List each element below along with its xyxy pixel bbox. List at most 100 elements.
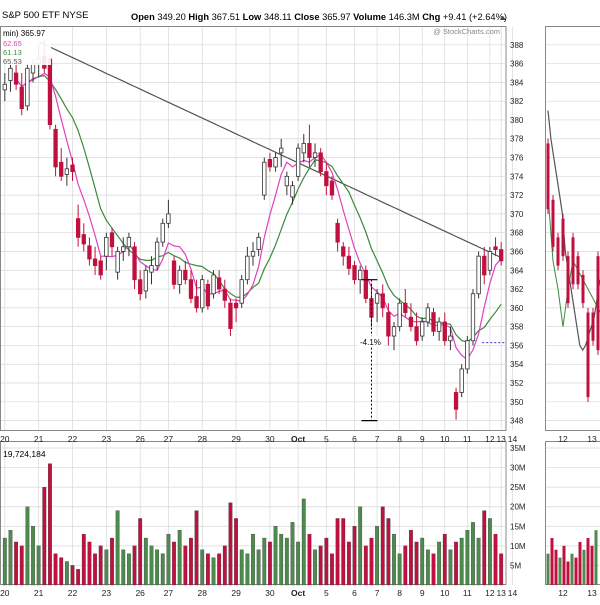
- candle-body: [432, 313, 435, 332]
- volume-time-tick-label: 22: [68, 588, 78, 598]
- volume-time-tick-label: 28: [198, 588, 208, 598]
- candle-body: [319, 153, 322, 172]
- volume-bar: [144, 538, 147, 585]
- volume-bar: [460, 538, 463, 585]
- volume-bar: [313, 550, 316, 585]
- volume-bar: [234, 518, 237, 585]
- candle-body: [54, 129, 57, 167]
- candle-body: [488, 251, 491, 270]
- right-candle-body: [582, 275, 585, 303]
- price-tick-label: 372: [510, 191, 524, 200]
- volume-bar: [268, 542, 271, 585]
- volume-time-tick-label: 30: [265, 588, 275, 598]
- candle-body: [116, 251, 119, 272]
- candle-body: [217, 278, 220, 289]
- candle-body: [184, 270, 187, 279]
- volume-bar: [138, 518, 141, 585]
- candle-body: [494, 247, 497, 250]
- volume-bar: [65, 562, 68, 585]
- volume-bar: [14, 542, 17, 585]
- volume-bar: [398, 554, 401, 585]
- candle-body: [155, 242, 158, 265]
- volume-bar: [392, 534, 395, 585]
- candle-body: [285, 176, 288, 185]
- volume-bar: [122, 550, 125, 585]
- time-tick-label: 22: [68, 434, 78, 444]
- volume-bar: [229, 503, 232, 585]
- volume-bar: [426, 550, 429, 585]
- candle-body: [420, 322, 423, 336]
- price-tick-label: 384: [510, 78, 524, 87]
- price-tick-label: 382: [510, 97, 524, 106]
- candle-body: [178, 270, 181, 284]
- volume-time-tick-label: 29: [231, 588, 241, 598]
- volume-bar: [161, 554, 164, 585]
- candle-body: [88, 246, 91, 259]
- volume-bar: [330, 554, 333, 585]
- volume-bar: [20, 546, 23, 585]
- volume-bar: [133, 546, 136, 585]
- price-tick-label: 354: [510, 360, 524, 369]
- candle-body: [195, 297, 198, 308]
- volume-bar: [325, 538, 328, 585]
- volume-bar: [274, 526, 277, 585]
- time-tick-label: 29: [231, 434, 241, 444]
- volume-bar: [381, 507, 384, 585]
- price-tick-label: 378: [510, 135, 524, 144]
- right-volume-bar: [555, 550, 558, 585]
- right-candle-body: [572, 237, 575, 284]
- price-tick-label: 380: [510, 116, 524, 125]
- time-tick-label: 9: [420, 434, 425, 444]
- volume-bar: [319, 546, 322, 585]
- right-candle-body: [597, 256, 600, 350]
- volume-bar: [364, 546, 367, 585]
- volume-time-tick-label: 7: [375, 588, 380, 598]
- volume-bar: [223, 546, 226, 585]
- price-tick-label: 374: [510, 172, 524, 181]
- candle-body: [93, 259, 96, 266]
- time-tick-label: 21: [34, 434, 44, 444]
- price-tick-label: 350: [510, 398, 524, 407]
- time-tick-label: 11: [463, 434, 472, 444]
- candle-body: [454, 392, 457, 409]
- volume-time-tick-label: 5: [324, 588, 329, 598]
- candle-body: [26, 68, 29, 106]
- volume-bar: [3, 538, 6, 585]
- time-tick-label: 30: [265, 434, 275, 444]
- volume-bar: [178, 530, 181, 585]
- time-tick-label: Oct: [291, 434, 305, 444]
- volume-bar: [246, 554, 249, 585]
- volume-bar: [150, 546, 153, 585]
- right-candle-body: [587, 313, 590, 398]
- volume-bar: [9, 530, 12, 585]
- volume-time-tick-label: 10: [440, 588, 450, 598]
- right-time-tick-label: 13: [587, 434, 597, 444]
- right-candle-body: [577, 256, 580, 284]
- candle-body: [223, 289, 226, 300]
- volume-bar: [93, 554, 96, 585]
- volume-tick-label: 25M: [510, 483, 526, 492]
- candle-body: [381, 294, 384, 308]
- candle-body: [105, 237, 108, 256]
- right-volume-bar: [591, 546, 594, 585]
- candle-body: [172, 261, 175, 284]
- volume-bar: [499, 554, 502, 585]
- volume-time-tick-label: 14: [508, 588, 518, 598]
- right-volume-bar: [595, 530, 598, 585]
- candle-body: [65, 169, 68, 175]
- candle-body: [358, 270, 361, 279]
- volume-bar: [59, 558, 62, 585]
- right-volume-time-tick-label: 13: [587, 588, 597, 598]
- candle-body: [415, 327, 418, 341]
- price-tick-label: 352: [510, 379, 524, 388]
- volume-bar: [71, 565, 74, 585]
- volume-bar: [212, 558, 215, 585]
- volume-bar: [105, 550, 108, 585]
- volume-bar: [82, 534, 85, 585]
- volume-bar: [189, 538, 192, 585]
- volume-bar: [387, 518, 390, 585]
- legend-ma-mid: 61.13: [3, 48, 22, 57]
- candle-body: [144, 270, 147, 291]
- candle-body: [477, 256, 480, 294]
- volume-bar: [432, 554, 435, 585]
